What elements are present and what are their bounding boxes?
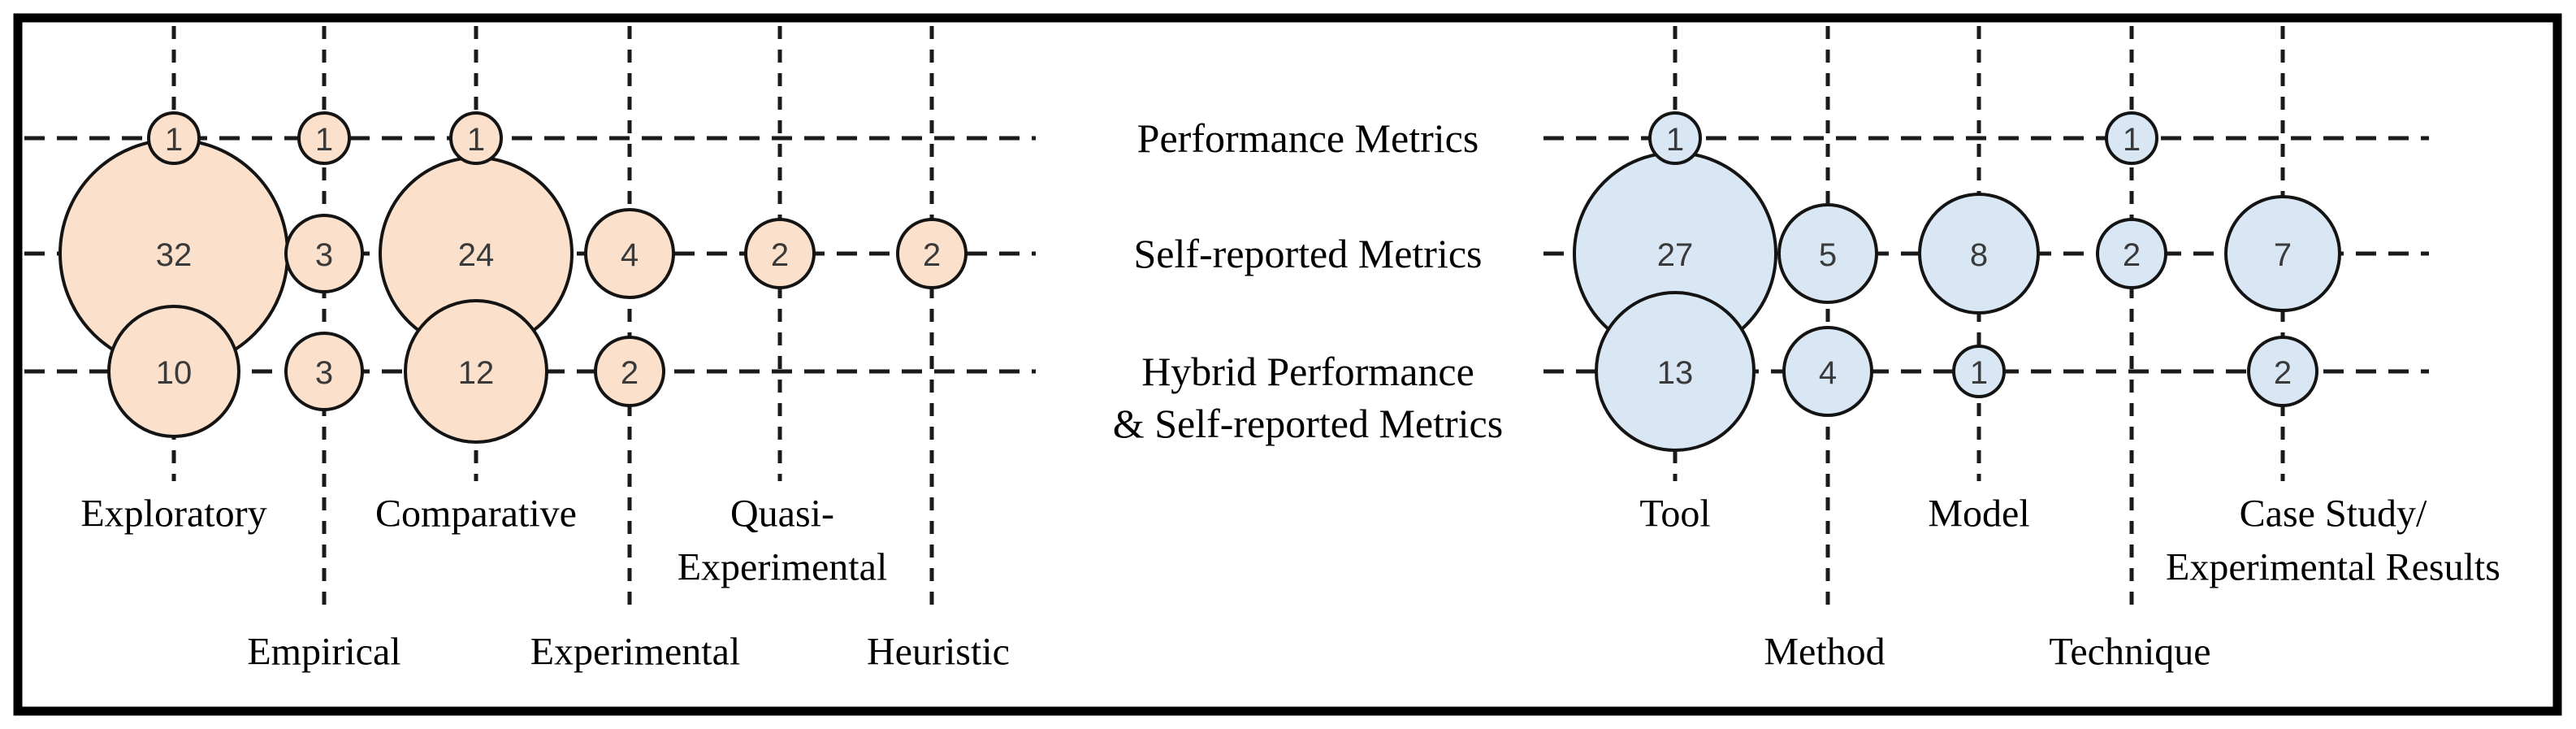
- column-label-tool: Tool: [1639, 493, 1710, 536]
- bubble-value-tool-hybrid-performance-self-reported-metrics: 13: [1657, 355, 1694, 391]
- bubble-comparative-hybrid-performance-self-reported-metrics: 12: [404, 299, 548, 444]
- bubble-method-hybrid-performance-self-reported-metrics: 4: [1782, 326, 1873, 417]
- bubble-value-tool-self-reported-metrics: 27: [1657, 237, 1694, 273]
- bubble-value-model-self-reported-metrics: 8: [1970, 237, 1988, 273]
- bubble-value-experimental-self-reported-metrics: 4: [621, 237, 639, 273]
- bubble-model-self-reported-metrics: 8: [1918, 193, 2040, 315]
- bubble-circle-heuristic-self-reported-metrics: [896, 218, 968, 289]
- bubble-value-method-hybrid-performance-self-reported-metrics: 4: [1819, 355, 1837, 391]
- column-label-quasi-experimental: Quasi-: [730, 493, 834, 536]
- bubble-circle-empirical-performance-metrics: [297, 111, 351, 165]
- bubble-circle-technique-self-reported-metrics: [2096, 218, 2167, 289]
- bubble-case-study-experimental-results-self-reported-metrics: 7: [2224, 195, 2341, 312]
- bubble-experimental-self-reported-metrics: 4: [584, 208, 675, 299]
- bubble-value-case-study-experimental-results-hybrid-performance-self-reported-metrics: 2: [2274, 355, 2292, 391]
- bubble-circle-case-study-experimental-results-self-reported-metrics: [2224, 195, 2341, 312]
- column-label-case-study-experimental-results-line2: Experimental Results: [2166, 546, 2500, 589]
- bubble-circle-empirical-hybrid-performance-self-reported-metrics: [284, 332, 364, 411]
- column-label-case-study-experimental-results: Case Study/: [2240, 493, 2427, 536]
- column-label-experimental: Experimental: [530, 631, 741, 674]
- bubble-value-comparative-hybrid-performance-self-reported-metrics: 12: [458, 355, 495, 391]
- bubble-value-method-self-reported-metrics: 5: [1819, 237, 1837, 273]
- column-label-method: Method: [1764, 631, 1885, 674]
- column-labels: Exploratory Empirical Comparative Experimen…: [80, 493, 2500, 674]
- column-label-model: Model: [1928, 493, 2029, 536]
- bubble-value-heuristic-self-reported-metrics: 2: [923, 237, 941, 273]
- bubble-circle-exploratory-hybrid-performance-self-reported-metrics: [107, 305, 240, 438]
- bubble-tool-performance-metrics: 1: [1648, 111, 1702, 165]
- bubble-circle-quasi-experimental-self-reported-metrics: [744, 218, 816, 289]
- bubble-value-quasi-experimental-self-reported-metrics: 2: [771, 237, 789, 273]
- bubble-value-comparative-performance-metrics: 1: [467, 122, 485, 158]
- bubble-value-technique-self-reported-metrics: 2: [2123, 237, 2141, 273]
- bubble-value-comparative-self-reported-metrics: 24: [458, 237, 495, 273]
- row-label-hybrid-performance-self-reported-metrics-line2: & Self-reported Metrics: [1113, 401, 1503, 446]
- bubble-circle-comparative-hybrid-performance-self-reported-metrics: [404, 299, 548, 444]
- bubble-technique-self-reported-metrics: 2: [2096, 218, 2167, 289]
- bubble-circle-method-hybrid-performance-self-reported-metrics: [1782, 326, 1873, 417]
- bubble-circle-technique-performance-metrics: [2105, 111, 2158, 165]
- column-label-quasi-experimental-line2: Experimental: [678, 546, 888, 589]
- bubble-circle-method-self-reported-metrics: [1777, 203, 1878, 304]
- bubble-value-tool-performance-metrics: 1: [1666, 122, 1684, 158]
- bubble-exploratory-hybrid-performance-self-reported-metrics: 10: [107, 305, 240, 438]
- bubble-circle-experimental-self-reported-metrics: [584, 208, 675, 299]
- row-label-self-reported-metrics: Self-reported Metrics: [1133, 231, 1482, 276]
- chart-border: [13, 13, 2562, 716]
- bubble-value-empirical-self-reported-metrics: 3: [315, 237, 333, 273]
- bubble-circle-comparative-performance-metrics: [449, 111, 503, 165]
- bubble-value-case-study-experimental-results-self-reported-metrics: 7: [2274, 237, 2292, 273]
- bubble-empirical-hybrid-performance-self-reported-metrics: 3: [284, 332, 364, 411]
- bubble-model-hybrid-performance-self-reported-metrics: 1: [1952, 345, 2006, 398]
- bubble-circle-model-hybrid-performance-self-reported-metrics: [1952, 345, 2006, 398]
- bubble-case-study-experimental-results-hybrid-performance-self-reported-metrics: 2: [2247, 336, 2318, 407]
- bubble-circle-empirical-self-reported-metrics: [284, 214, 364, 293]
- bubble-technique-performance-metrics: 1: [2105, 111, 2158, 165]
- bubble-circle-exploratory-performance-metrics: [147, 111, 201, 165]
- bubble-circle-tool-performance-metrics: [1648, 111, 1702, 165]
- bubble-circle-model-self-reported-metrics: [1918, 193, 2040, 315]
- bubble-method-self-reported-metrics: 5: [1777, 203, 1878, 304]
- column-label-heuristic: Heuristic: [867, 631, 1010, 674]
- bubble-quasi-experimental-self-reported-metrics: 2: [744, 218, 816, 289]
- column-label-empirical: Empirical: [247, 631, 400, 674]
- bubble-value-experimental-hybrid-performance-self-reported-metrics: 2: [621, 355, 639, 391]
- bubble-empirical-performance-metrics: 1: [297, 111, 351, 165]
- column-label-comparative: Comparative: [375, 493, 577, 536]
- bubble-heuristic-self-reported-metrics: 2: [896, 218, 968, 289]
- row-label-performance-metrics: Performance Metrics: [1137, 115, 1479, 161]
- bubble-value-exploratory-self-reported-metrics: 32: [156, 237, 193, 273]
- bubble-value-exploratory-performance-metrics: 1: [165, 122, 183, 158]
- bubble-value-model-hybrid-performance-self-reported-metrics: 1: [1970, 355, 1988, 391]
- column-label-technique: Technique: [2049, 631, 2210, 674]
- bubble-value-technique-performance-metrics: 1: [2123, 122, 2141, 158]
- bubble-value-empirical-hybrid-performance-self-reported-metrics: 3: [315, 355, 333, 391]
- bubble-experimental-hybrid-performance-self-reported-metrics: 2: [594, 336, 665, 407]
- bubble-circle-tool-hybrid-performance-self-reported-metrics: [1595, 291, 1756, 452]
- bubble-empirical-self-reported-metrics: 3: [284, 214, 364, 293]
- bubble-tool-hybrid-performance-self-reported-metrics: 13: [1595, 291, 1756, 452]
- bubble-circle-experimental-hybrid-performance-self-reported-metrics: [594, 336, 665, 407]
- bubble-circle-case-study-experimental-results-hybrid-performance-self-reported-metrics: [2247, 336, 2318, 407]
- bubble-exploratory-performance-metrics: 1: [147, 111, 201, 165]
- row-labels: Performance Metrics Self-reported Metrics…: [1113, 115, 1503, 446]
- column-label-exploratory: Exploratory: [80, 493, 266, 536]
- bubble-value-exploratory-hybrid-performance-self-reported-metrics: 10: [156, 355, 193, 391]
- row-label-hybrid-performance-self-reported-metrics: Hybrid Performance: [1141, 349, 1474, 394]
- bubble-value-empirical-performance-metrics: 1: [315, 122, 333, 158]
- bubble-comparative-performance-metrics: 1: [449, 111, 503, 165]
